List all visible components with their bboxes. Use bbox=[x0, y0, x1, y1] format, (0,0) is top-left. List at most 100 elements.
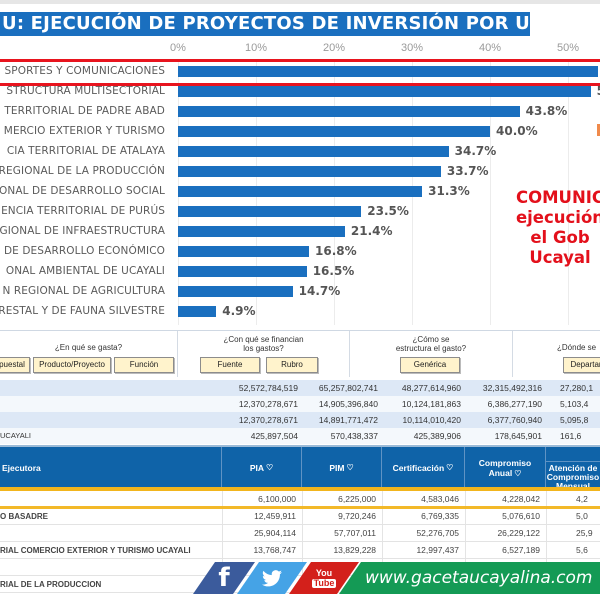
category-label: RESTAL Y DE FAUNA SILVESTRE bbox=[0, 305, 165, 317]
funcion-button[interactable]: Función bbox=[114, 357, 174, 373]
summary-row: 12,370,278,671 14,891,771,472 10,114,010,4… bbox=[0, 412, 600, 428]
rubro-button[interactable]: Rubro bbox=[266, 357, 318, 373]
location-pin-icon[interactable]: ♡ bbox=[346, 463, 354, 472]
column-divider bbox=[465, 508, 466, 524]
cell-value: 9,720,246 bbox=[338, 511, 376, 521]
presupuestal-button[interactable]: puestal bbox=[0, 357, 30, 373]
gridline bbox=[490, 60, 491, 325]
question-label: ¿Dónde se bbox=[557, 343, 597, 352]
bar-value-label: 16.5% bbox=[312, 264, 355, 278]
column-divider bbox=[546, 508, 547, 524]
column-divider bbox=[546, 542, 547, 558]
table-row[interactable]: RIAL COMERCIO EXTERIOR Y TURISMO UCAYALI… bbox=[0, 542, 600, 559]
column-label: PIM bbox=[329, 463, 345, 473]
bar[interactable] bbox=[178, 246, 310, 257]
ejecutora-name: RIAL DE LA PRODUCCION bbox=[0, 580, 102, 589]
bar-row: ONAL AMBIENTAL DE UCAYALI 16.5% bbox=[0, 262, 600, 282]
generica-button[interactable]: Genérica bbox=[400, 357, 460, 373]
bar[interactable] bbox=[178, 286, 293, 297]
location-pin-icon[interactable]: ♡ bbox=[514, 468, 522, 478]
bar[interactable] bbox=[178, 166, 441, 177]
table-row[interactable]: 25,904,114 57,707,011 52,276,705 26,229,122… bbox=[0, 525, 600, 542]
category-label: ONAL AMBIENTAL DE UCAYALI bbox=[5, 265, 165, 277]
highlight-line-top bbox=[0, 59, 600, 62]
summary-value: 14,891,771,472 bbox=[318, 415, 378, 425]
x-tick: 30% bbox=[400, 42, 424, 54]
question-label: ¿Con qué se financian los gastos? bbox=[223, 335, 304, 353]
bar-row: N REGIONAL DE AGRICULTURA 14.7% bbox=[0, 282, 600, 302]
fuente-button[interactable]: Fuente bbox=[200, 357, 260, 373]
summary-value: 10,114,010,420 bbox=[402, 415, 461, 425]
cell-value: 5,6 bbox=[576, 545, 588, 555]
category-label: TERRITORIAL DE PADRE ABAD bbox=[4, 105, 165, 117]
category-label: N REGIONAL DE AGRICULTURA bbox=[2, 285, 165, 297]
bar-row: RESTAL Y DE FAUNA SILVESTRE 4.9% bbox=[0, 302, 600, 322]
cell-value: 25,9 bbox=[576, 528, 593, 538]
summary-value: 10,124,181,863 bbox=[401, 399, 461, 409]
summary-value: 32,315,492,316 bbox=[482, 383, 542, 393]
column-header-compromiso-anual[interactable]: Compromiso Anual ♡ bbox=[465, 447, 546, 489]
category-label: ENCIA TERRITORIAL DE PURÚS bbox=[1, 205, 165, 217]
category-label: GIONAL DE INFRAESTRUCTURA bbox=[0, 225, 165, 237]
cell-value: 6,225,000 bbox=[338, 494, 376, 504]
summary-row: 52,572,784,519 65,257,802,741 48,277,614,9… bbox=[0, 380, 600, 396]
bar-value-label: 4.9% bbox=[222, 304, 256, 318]
question-label: ¿Cómo se estructura el gasto? bbox=[395, 335, 467, 353]
gridline bbox=[568, 60, 569, 325]
question-group-financing: ¿Con qué se financian los gastos? Fuente… bbox=[178, 331, 350, 377]
bar-row: DE DESARROLLO ECONÓMICO 16.8% bbox=[0, 242, 600, 262]
column-header-atencion-compromiso[interactable]: Atención de Compromiso Mensual bbox=[546, 461, 600, 489]
bar[interactable] bbox=[178, 86, 591, 97]
bar[interactable] bbox=[178, 186, 423, 197]
website-link[interactable]: www.gacetaucayalina.com bbox=[339, 562, 600, 594]
departamento-button[interactable]: Departam bbox=[563, 357, 600, 373]
annotation-line: COMUNIC bbox=[515, 188, 600, 207]
cell-value: 52,276,705 bbox=[416, 528, 459, 538]
summary-value: 6,386,277,190 bbox=[487, 399, 542, 409]
column-divider bbox=[302, 525, 303, 541]
table-row[interactable]: O BASADRE 12,459,911 9,720,246 6,769,335 5,0… bbox=[0, 508, 600, 525]
bar[interactable] bbox=[178, 126, 490, 137]
bar[interactable] bbox=[178, 266, 307, 277]
budget-table-panel: ¿En qué se gasta? puestal Producto/Proye… bbox=[0, 330, 600, 600]
column-header-pia[interactable]: PIA ♡ bbox=[222, 447, 302, 489]
summary-value: 48,277,614,960 bbox=[401, 383, 461, 393]
summary-row: UCAYALI 425,897,504 570,438,337 425,389,906… bbox=[0, 428, 600, 444]
bar-value-label: 16.8% bbox=[315, 244, 357, 258]
cell-value: 25,904,114 bbox=[254, 528, 296, 538]
summary-value: 161,6 bbox=[560, 431, 582, 441]
category-label: CIA TERRITORIAL DE ATALAYA bbox=[6, 145, 165, 157]
cell-value: 13,768,747 bbox=[253, 545, 296, 555]
location-pin-icon[interactable]: ♡ bbox=[266, 463, 274, 472]
column-header-ejecutora[interactable]: Ejecutora bbox=[0, 447, 222, 489]
bar-row: MERCIO EXTERIOR Y TURISMO 40.0% bbox=[0, 122, 600, 142]
summary-value: 570,438,337 bbox=[330, 431, 378, 441]
column-header-pim[interactable]: PIM ♡ bbox=[302, 447, 382, 489]
bar[interactable] bbox=[178, 226, 345, 237]
summary-value: 6,377,760,940 bbox=[487, 415, 542, 425]
bar-row: REGIONAL DE LA PRODUCCIÓN 33.7% bbox=[0, 162, 600, 182]
column-divider bbox=[222, 491, 223, 507]
cell-value: 5,076,610 bbox=[502, 511, 540, 521]
producto-proyecto-button[interactable]: Producto/Proyecto bbox=[33, 357, 111, 373]
youtube-logo: You Tube bbox=[311, 568, 337, 588]
highlight-line-bottom bbox=[0, 83, 600, 86]
bar[interactable] bbox=[178, 306, 217, 317]
ejecutora-name: RIAL COMERCIO EXTERIOR Y TURISMO UCAYALI bbox=[0, 546, 191, 555]
highlight-underline bbox=[0, 506, 600, 509]
bar[interactable] bbox=[178, 106, 520, 117]
bar-row: STRUCTURA MULTISECTORIAL 5 bbox=[0, 82, 600, 102]
bar[interactable] bbox=[178, 66, 598, 77]
bar[interactable] bbox=[178, 146, 449, 157]
bar[interactable] bbox=[178, 206, 362, 217]
location-pin-icon[interactable]: ♡ bbox=[446, 463, 454, 472]
column-label: Compromiso Anual bbox=[478, 457, 532, 478]
table-header: Ejecutora PIA ♡ PIM ♡ Certificación ♡ Compr… bbox=[0, 445, 600, 489]
summary-value: 14,905,396,840 bbox=[318, 399, 378, 409]
category-label: ONAL DE DESARROLLO SOCIAL bbox=[0, 185, 165, 197]
cell-value: 26,229,122 bbox=[497, 528, 540, 538]
column-label: Ejecutora bbox=[2, 463, 41, 473]
column-divider bbox=[302, 542, 303, 558]
column-header-certificacion[interactable]: Certificación ♡ bbox=[382, 447, 465, 489]
annotation-line: ejecución bbox=[515, 208, 600, 227]
